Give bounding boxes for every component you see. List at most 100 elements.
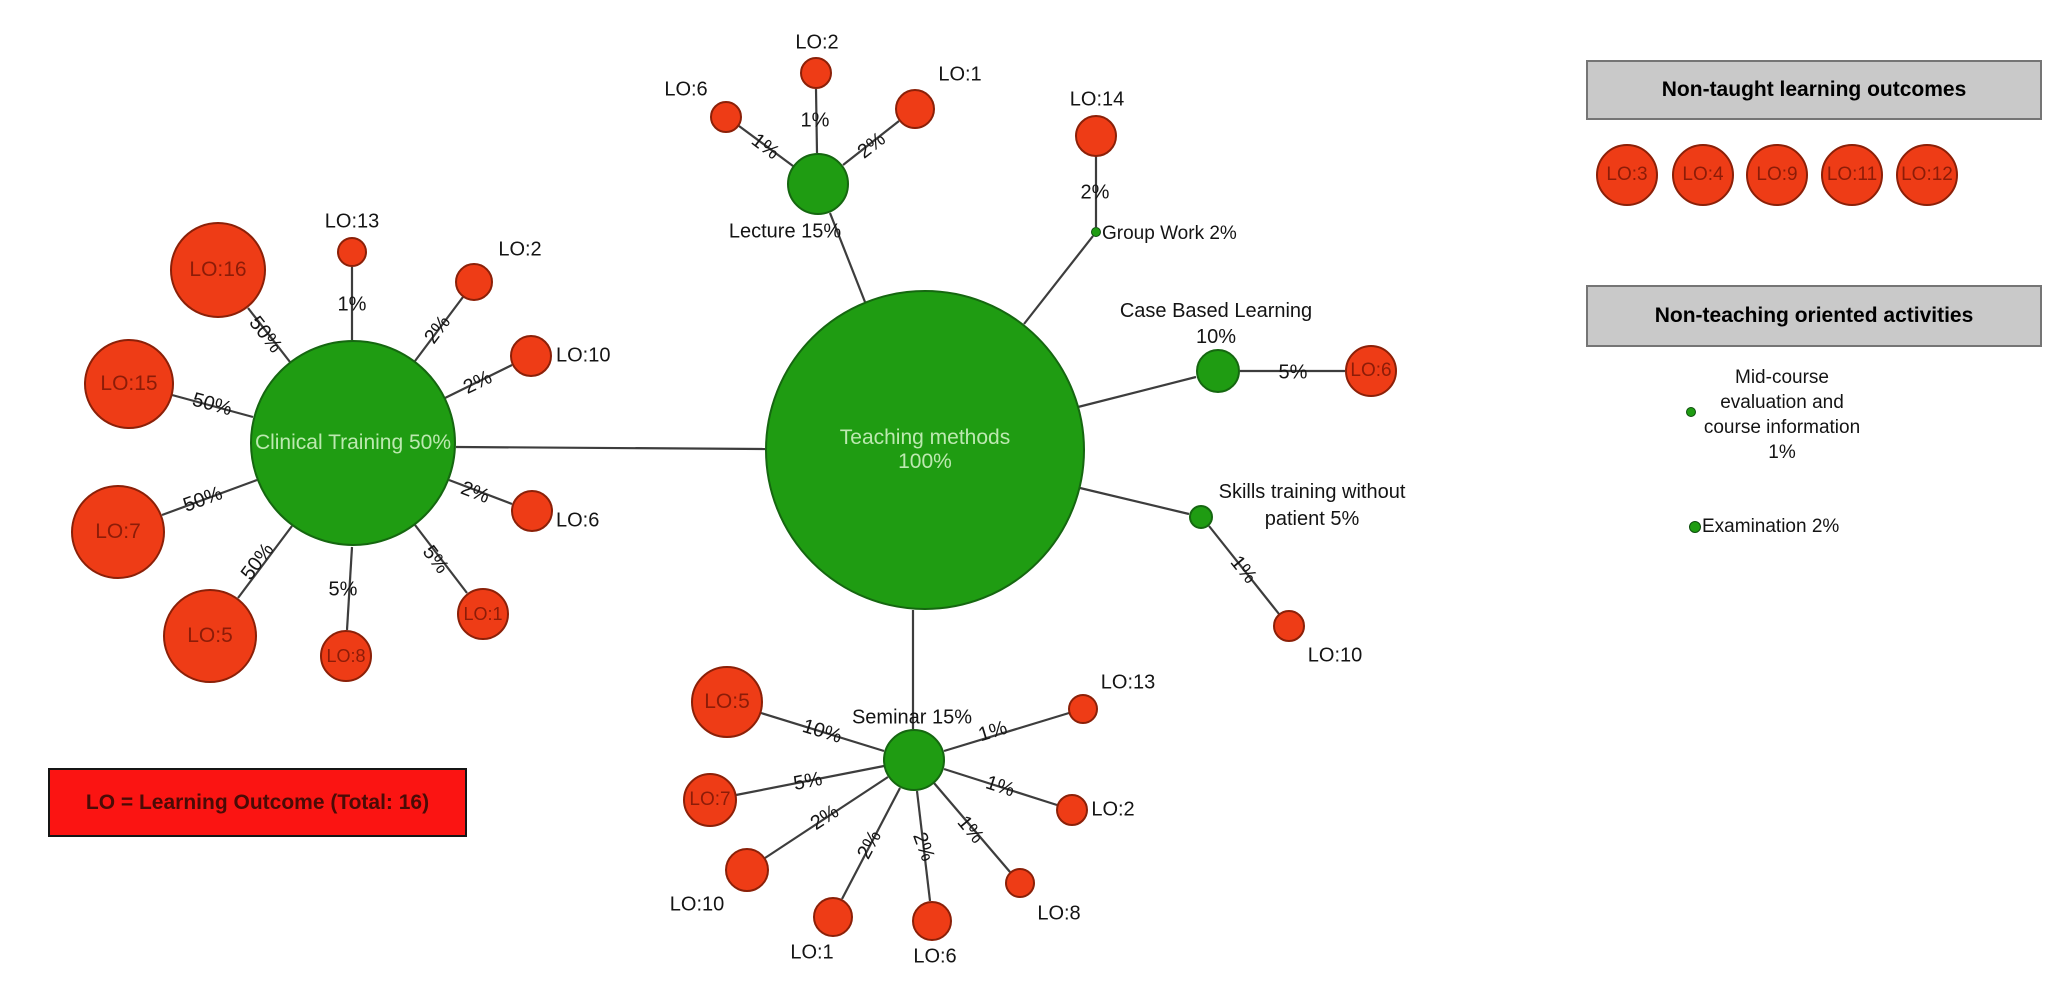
connector-clinical-lo2 xyxy=(414,296,464,362)
label-lecture-lo6: LO:6 xyxy=(664,78,708,101)
midcourse-pct: 1% xyxy=(1768,442,1796,463)
label-case-based-learning: Case Based Learning 10% xyxy=(1120,298,1312,350)
non-taught-lo9: LO:9 xyxy=(1746,144,1808,206)
non-taught-lo4: LO:4 xyxy=(1672,144,1734,206)
node-seminar xyxy=(883,729,945,791)
panel-non-taught-header: Non-taught learning outcomes xyxy=(1586,60,2042,120)
label-lecture: Lecture 15% xyxy=(728,220,842,243)
satellite-seminar-lo2 xyxy=(1056,794,1088,826)
satellite-seminar-lo10 xyxy=(725,848,769,892)
connector-seminar-lo5 xyxy=(760,711,885,753)
clinical-training-label: Clinical Training 50% xyxy=(254,431,452,454)
casebased-lo6-label: LO:6 xyxy=(1350,360,1392,381)
satellite-seminar-lo1 xyxy=(813,897,853,937)
satellite-clinical-lo16: LO:16 xyxy=(170,222,266,318)
satellite-seminar-lo6 xyxy=(912,901,952,941)
non-taught-lo11: LO:11 xyxy=(1821,144,1883,206)
node-lecture xyxy=(787,153,849,215)
label-group-work: Group Work 2% xyxy=(1102,223,1237,244)
clinical-lo5-label: LO:5 xyxy=(187,624,233,647)
connector-clinical-lo16 xyxy=(247,307,291,363)
non-taught-lo12-label: LO:12 xyxy=(1901,164,1953,185)
teaching-methods-label: Teaching methods 100% xyxy=(840,426,1010,474)
teaching-methods-pct: 100% xyxy=(898,450,952,473)
label-groupwork-lo14: LO:14 xyxy=(1069,88,1125,111)
midcourse-line3: course information xyxy=(1703,417,1861,438)
connector-clinical-lo15 xyxy=(171,393,254,419)
non-taught-lo11-label: LO:11 xyxy=(1826,164,1878,185)
connector-clinical-lo6 xyxy=(448,478,513,506)
label-clinical-lo2: LO:2 xyxy=(498,238,542,261)
seminar-lo7-label: LO:7 xyxy=(689,789,731,810)
clinical-lo7-label: LO:7 xyxy=(95,520,141,543)
midcourse-line1: Mid-course xyxy=(1735,367,1829,388)
seminar-lo5-label: LO:5 xyxy=(704,690,750,713)
connector-lecture-lo1 xyxy=(842,120,900,166)
pct-clinical-lo8: 5% xyxy=(328,578,358,601)
case-based-pct: 10% xyxy=(1195,326,1237,348)
examination-dot xyxy=(1689,521,1701,533)
node-case-based-learning xyxy=(1196,349,1240,393)
label-seminar-lo1: LO:1 xyxy=(790,941,834,964)
pct-casebased-lo6: 5% xyxy=(1278,361,1308,384)
connector-seminar-lo13 xyxy=(943,711,1070,753)
connector-seminar-lo7 xyxy=(735,764,885,797)
satellite-clinical-lo7: LO:7 xyxy=(71,485,165,579)
connector-teaching-clinical xyxy=(455,445,766,451)
connector-teaching-groupwork xyxy=(1023,235,1094,325)
label-seminar-lo6: LO:6 xyxy=(913,945,957,968)
connector-seminar-lo6 xyxy=(915,790,932,902)
label-seminar-lo2: LO:2 xyxy=(1091,798,1135,821)
satellite-clinical-lo13 xyxy=(337,237,367,267)
connector-seminar-lo1 xyxy=(841,787,901,900)
satellite-skills-lo10 xyxy=(1273,610,1305,642)
pct-lecture-lo2: 1% xyxy=(800,109,830,132)
connector-seminar-lo10 xyxy=(764,776,889,859)
satellite-seminar-lo5: LO:5 xyxy=(691,666,763,738)
connector-teaching-skills xyxy=(1079,486,1190,516)
node-clinical-training: Clinical Training 50% xyxy=(250,340,456,546)
pct-groupwork-lo14: 2% xyxy=(1080,181,1110,204)
label-lecture-lo1: LO:1 xyxy=(938,63,982,86)
satellite-lecture-lo1 xyxy=(895,89,935,129)
non-taught-title: Non-taught learning outcomes xyxy=(1661,78,1967,101)
connector-lecture-lo6 xyxy=(738,125,794,167)
label-seminar-lo13: LO:13 xyxy=(1100,671,1156,694)
satellite-clinical-lo15: LO:15 xyxy=(84,339,174,429)
clinical-lo16-label: LO:16 xyxy=(189,258,247,281)
satellite-clinical-lo2 xyxy=(455,263,493,301)
examination-label: Examination 2% xyxy=(1702,516,1840,537)
connector-teaching-lecture xyxy=(828,212,867,303)
satellite-clinical-lo6 xyxy=(511,490,553,532)
clinical-lo15-label: LO:15 xyxy=(100,372,158,395)
pct-clinical-lo13: 1% xyxy=(337,293,367,316)
non-teaching-title: Non-teaching oriented activities xyxy=(1654,304,1974,327)
node-group-work xyxy=(1091,227,1101,237)
clinical-lo8-label: LO:8 xyxy=(326,645,366,666)
non-taught-lo9-label: LO:9 xyxy=(1756,164,1798,185)
non-taught-lo12: LO:12 xyxy=(1896,144,1958,206)
skills-line1: Skills training without xyxy=(1218,481,1406,503)
label-skills-lo10: LO:10 xyxy=(1307,644,1363,667)
connector-lecture-lo2 xyxy=(814,88,819,154)
midcourse-dot xyxy=(1686,407,1696,417)
connector-clinical-lo1 xyxy=(414,524,468,594)
label-clinical-lo13: LO:13 xyxy=(324,210,380,233)
teaching-methods-name: Teaching methods xyxy=(839,426,1011,449)
satellite-seminar-lo7: LO:7 xyxy=(683,773,737,827)
satellite-lecture-lo2 xyxy=(800,57,832,89)
satellite-seminar-lo8 xyxy=(1005,868,1035,898)
satellite-groupwork-lo14 xyxy=(1075,115,1117,157)
case-based-name: Case Based Learning xyxy=(1119,300,1313,322)
midcourse-label: Mid-course evaluation and course informa… xyxy=(1704,365,1860,465)
label-skills-training: Skills training without patient 5% xyxy=(1219,479,1406,533)
panel-non-teaching-header: Non-teaching oriented activities xyxy=(1586,285,2042,347)
connector-skills-lo10 xyxy=(1208,525,1280,615)
skills-line2: patient 5% xyxy=(1264,508,1360,530)
connector-seminar-lo8 xyxy=(933,782,1011,873)
midcourse-line2: evaluation and xyxy=(1720,392,1844,413)
clinical-lo1-label: LO:1 xyxy=(463,603,503,624)
non-taught-lo3: LO:3 xyxy=(1596,144,1658,206)
